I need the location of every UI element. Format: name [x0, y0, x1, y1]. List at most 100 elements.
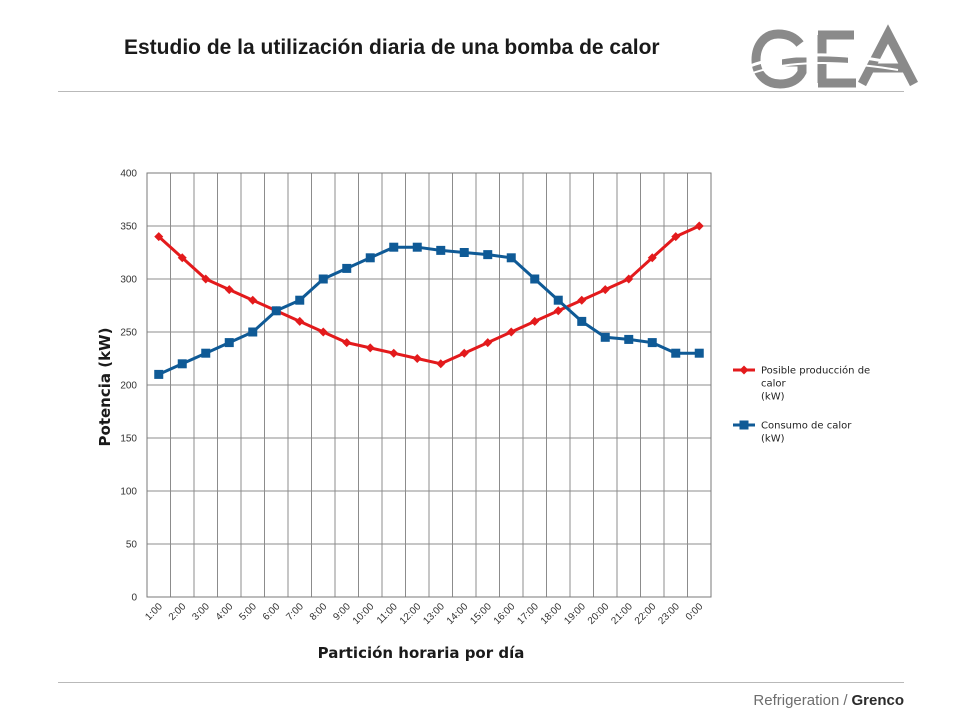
data-point [553, 306, 563, 316]
y-tick-label: 200 [120, 381, 137, 392]
data-point [436, 359, 446, 369]
x-tick-label: 5:00 [237, 601, 259, 623]
data-point [459, 248, 469, 257]
legend-label: Consumo de calor [761, 421, 852, 432]
data-point [224, 338, 234, 348]
footer-left-text: Refrigeration [753, 692, 840, 709]
data-point [201, 274, 211, 284]
data-point [506, 327, 516, 337]
data-point [694, 348, 704, 358]
data-point [365, 343, 375, 353]
data-point [224, 285, 234, 295]
data-point [154, 232, 164, 242]
x-tick-label: 23:00 [656, 601, 682, 627]
data-point [318, 327, 328, 337]
data-point [506, 253, 516, 263]
data-point [201, 348, 211, 358]
x-tick-label: 1:00 [143, 601, 165, 623]
data-point [177, 253, 187, 263]
data-point [248, 295, 258, 305]
legend-marker [739, 420, 749, 430]
y-tick-label: 350 [120, 222, 137, 233]
legend-marker [739, 365, 749, 375]
x-tick-label: 19:00 [562, 601, 588, 627]
x-tick-label: 17:00 [515, 601, 541, 627]
header-divider [58, 91, 904, 92]
data-point [271, 306, 281, 316]
series-production [154, 221, 704, 369]
data-point [624, 274, 634, 284]
data-point [647, 253, 657, 263]
data-point [530, 274, 540, 284]
data-point [248, 327, 258, 337]
x-tick-label: 12:00 [398, 601, 424, 627]
data-point [624, 334, 634, 344]
data-point [600, 332, 610, 342]
x-tick-label: 16:00 [492, 601, 518, 627]
data-point [342, 338, 352, 348]
data-point [154, 369, 164, 379]
data-point [647, 338, 657, 348]
footer-right-text: Grenco [851, 692, 904, 709]
page-title: Estudio de la utilización diaria de una … [124, 36, 660, 59]
data-point [483, 338, 493, 348]
y-tick-label: 0 [131, 593, 137, 604]
data-point [412, 354, 422, 363]
data-point [365, 253, 375, 263]
data-point [600, 285, 610, 295]
x-axis-title: Partición horaria por día [318, 644, 525, 662]
data-point [318, 274, 328, 284]
legend-label: Posible producción de [761, 365, 870, 377]
data-point [483, 250, 493, 260]
y-tick-label: 300 [120, 275, 137, 286]
y-tick-label: 400 [120, 169, 137, 180]
data-point [671, 348, 681, 358]
x-tick-label: 0:00 [684, 601, 706, 623]
data-point [295, 316, 305, 326]
legend-entry-consumption: Consumo de calor (kW) [733, 420, 852, 445]
x-tick-label: 18:00 [539, 601, 565, 627]
data-point [389, 242, 399, 252]
series-line [157, 224, 700, 366]
legend-entry-production: Posible producción de calor (kW) [733, 365, 870, 403]
y-tick-label: 150 [120, 434, 137, 445]
y-tick-label: 250 [120, 328, 137, 339]
legend-label: (kW) [761, 434, 785, 445]
y-tick-label: 50 [126, 540, 138, 551]
x-tick-label: 6:00 [261, 601, 283, 623]
x-tick-label: 22:00 [633, 601, 659, 627]
x-tick-label: 3:00 [190, 601, 212, 623]
data-point [459, 348, 469, 358]
data-point [412, 242, 422, 252]
x-tick-label: 10:00 [351, 601, 377, 627]
data-point [436, 245, 446, 255]
x-tick-label: 7:00 [284, 601, 306, 623]
footer-divider [58, 682, 904, 683]
x-tick-label: 11:00 [375, 601, 400, 626]
data-point [295, 295, 305, 305]
y-axis-title: Potencia (kW) [96, 328, 114, 447]
plot-area [146, 172, 712, 598]
gea-logo [749, 24, 918, 89]
y-tick-label: 100 [120, 487, 137, 498]
data-point [342, 263, 352, 273]
x-tick-label: 14:00 [445, 601, 471, 627]
data-point [530, 316, 540, 326]
data-point [177, 359, 187, 369]
data-point [389, 348, 399, 358]
series-consumption [154, 242, 704, 379]
legend-label: calor [761, 379, 787, 390]
x-tick-label: 9:00 [331, 601, 353, 623]
x-tick-label: 21:00 [609, 601, 635, 627]
data-point [577, 316, 587, 326]
x-tick-label: 20:00 [586, 601, 612, 627]
data-point [694, 221, 704, 231]
x-tick-label: 4:00 [214, 601, 236, 623]
x-tick-label: 2:00 [167, 601, 189, 623]
x-tick-label: 13:00 [421, 601, 447, 627]
data-point [671, 232, 681, 242]
footer: Refrigeration / Grenco [753, 692, 904, 709]
data-point [553, 295, 563, 305]
x-tick-label: 8:00 [308, 601, 330, 623]
